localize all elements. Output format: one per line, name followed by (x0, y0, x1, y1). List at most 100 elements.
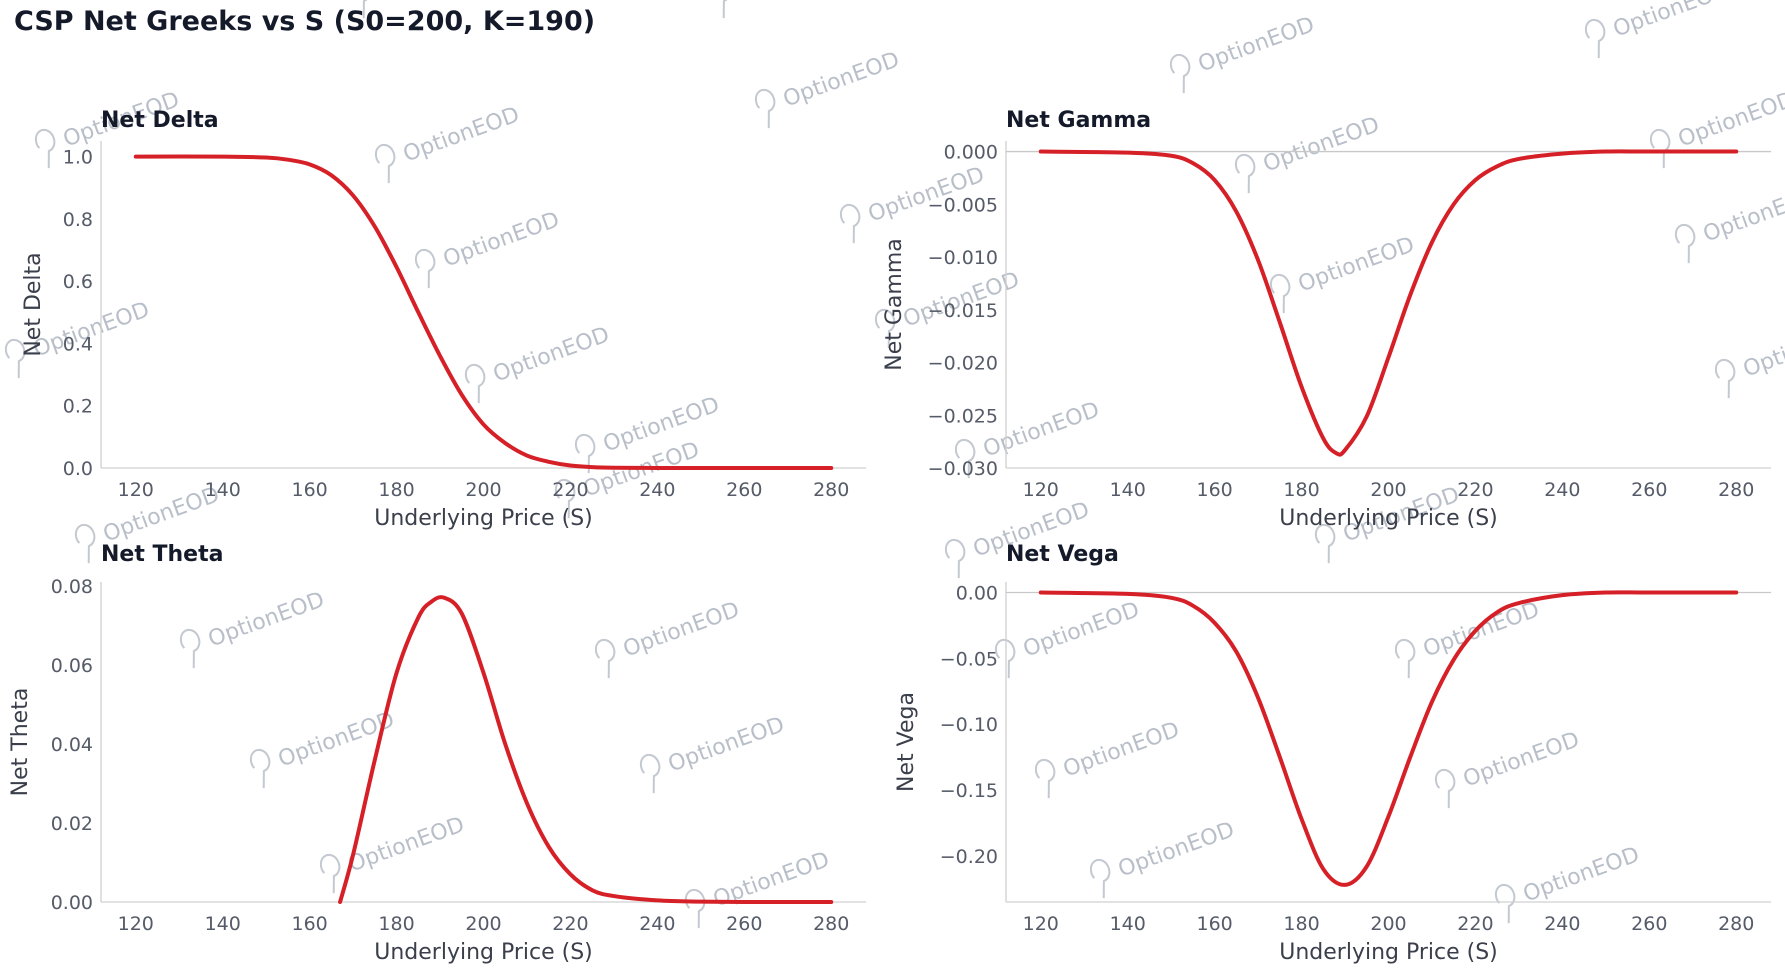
x-tick-label: 120 (1023, 913, 1059, 935)
watermark-stamp: OptionEOD (594, 597, 743, 679)
y-tick-label: −0.015 (928, 300, 998, 322)
panel-title: Net Vega (1006, 542, 1119, 567)
x-tick-label: 120 (118, 913, 154, 935)
watermark-stamp: OptionEOD (464, 322, 613, 404)
watermark-text: OptionEOD (665, 712, 788, 777)
watermark-stamp: OptionEOD (1434, 727, 1583, 809)
x-tick-label: 180 (1283, 479, 1319, 501)
x-tick-label: 200 (465, 479, 501, 501)
y-tick-label: 0.06 (51, 655, 93, 677)
y-tick-label: 0.4 (63, 333, 93, 355)
watermark-stamp: OptionEOD (1034, 717, 1183, 799)
watermark-text: OptionEOD (1420, 597, 1543, 662)
watermark-stamp: OptionEOD (414, 207, 563, 289)
watermark-logo-icon (1089, 858, 1111, 899)
watermark-text: OptionEOD (620, 597, 743, 662)
y-tick-label: −0.020 (928, 353, 998, 375)
watermark-logo-icon (1034, 758, 1056, 799)
panel-title: Net Gamma (1006, 108, 1151, 133)
watermark-text: OptionEOD (205, 587, 328, 652)
x-axis-label: Underlying Price (S) (1279, 506, 1498, 531)
y-axis-label: Net Delta (21, 252, 46, 356)
y-tick-label: 0.00 (956, 583, 998, 605)
x-tick-label: 160 (1197, 913, 1233, 935)
x-tick-label: 220 (1457, 913, 1493, 935)
watermark-stamp: OptionEOD (349, 0, 498, 19)
watermark-logo-icon (1434, 768, 1456, 809)
y-tick-label: 0.04 (51, 734, 93, 756)
x-tick-label: 220 (552, 913, 588, 935)
watermark-logo-icon (684, 888, 706, 929)
watermark-logo-icon (754, 88, 776, 129)
x-tick-label: 240 (639, 913, 675, 935)
watermark-logo-icon (4, 338, 26, 379)
y-tick-label: 0.8 (63, 209, 93, 231)
watermark-text: OptionEOD (490, 322, 613, 387)
watermark-logo-icon (1714, 358, 1736, 399)
watermark-stamp: OptionEOD (1234, 112, 1383, 194)
y-tick-label: 0.00 (51, 892, 93, 914)
x-tick-label: 240 (639, 479, 675, 501)
watermark-text: OptionEOD (1115, 817, 1238, 882)
x-tick-label: 180 (1283, 913, 1319, 935)
watermark-text: OptionEOD (1700, 182, 1785, 247)
watermark-stamp: OptionEOD (1494, 842, 1643, 924)
watermark-stamp: OptionEOD (319, 812, 468, 894)
x-tick-label: 240 (1544, 479, 1580, 501)
x-tick-label: 200 (465, 913, 501, 935)
x-tick-label: 120 (118, 479, 154, 501)
watermark-stamp: OptionEOD (639, 712, 788, 794)
watermark-logo-icon (944, 538, 966, 579)
x-tick-label: 280 (813, 479, 849, 501)
x-tick-label: 140 (205, 479, 241, 501)
watermark-stamp: OptionEOD (374, 102, 523, 184)
watermark-logo-icon (249, 748, 271, 789)
y-tick-label: 0.2 (63, 396, 93, 418)
x-tick-label: 140 (1110, 479, 1146, 501)
x-tick-label: 160 (292, 479, 328, 501)
watermark-logo-icon (349, 0, 371, 19)
chart-panel-net-delta: 120 140 160 180 200 220 240 260 280 0.0 0.2 0.4 0.6 0… (21, 108, 866, 531)
watermark-logo-icon (1494, 883, 1516, 924)
y-tick-label: 0.0 (63, 458, 93, 480)
series-line-0 (1038, 590, 1739, 887)
watermark-logo-icon (1584, 18, 1606, 59)
series-line-0 (1038, 149, 1739, 457)
y-tick-label: −0.20 (940, 846, 998, 868)
series-line-0 (338, 595, 834, 905)
watermark-stamp: OptionEOD (709, 0, 858, 19)
watermark-logo-icon (554, 478, 576, 519)
watermark-text: OptionEOD (1195, 12, 1318, 77)
y-axis-label: Net Theta (8, 688, 33, 797)
watermark-text: OptionEOD (345, 812, 468, 877)
y-tick-label: −0.010 (928, 247, 998, 269)
y-tick-label: −0.05 (940, 648, 998, 670)
watermark-stamp: OptionEOD (1584, 0, 1733, 59)
x-tick-label: 220 (1457, 479, 1493, 501)
y-tick-label: 1.0 (63, 147, 93, 169)
watermark-logo-icon (1234, 153, 1256, 194)
y-tick-label: 0.02 (51, 813, 93, 835)
x-tick-label: 240 (1544, 913, 1580, 935)
x-tick-label: 200 (1370, 913, 1406, 935)
x-tick-label: 260 (1631, 913, 1667, 935)
y-tick-label: −0.025 (928, 405, 998, 427)
watermark-text: OptionEOD (1675, 87, 1785, 152)
x-tick-label: 180 (378, 479, 414, 501)
x-tick-label: 260 (1631, 479, 1667, 501)
watermark-logo-icon (874, 308, 896, 349)
y-axis-label: Net Vega (894, 692, 919, 792)
x-tick-label: 160 (292, 913, 328, 935)
watermark-stamp: OptionEOD (754, 47, 903, 129)
watermark-text: OptionEOD (780, 47, 903, 112)
x-tick-label: 260 (726, 913, 762, 935)
watermark-text: OptionEOD (1610, 0, 1733, 42)
x-tick-label: 140 (205, 913, 241, 935)
watermark-text: OptionEOD (1060, 717, 1183, 782)
watermark-logo-icon (1394, 638, 1416, 679)
watermark-logo-icon (34, 128, 56, 169)
watermark-stamp: OptionEOD (1269, 232, 1418, 314)
watermark-stamp: OptionEOD (1674, 182, 1785, 264)
chart-panel-net-gamma: 120 140 160 180 200 220 240 260 280 0.000 −0.005 −0… (882, 108, 1771, 531)
